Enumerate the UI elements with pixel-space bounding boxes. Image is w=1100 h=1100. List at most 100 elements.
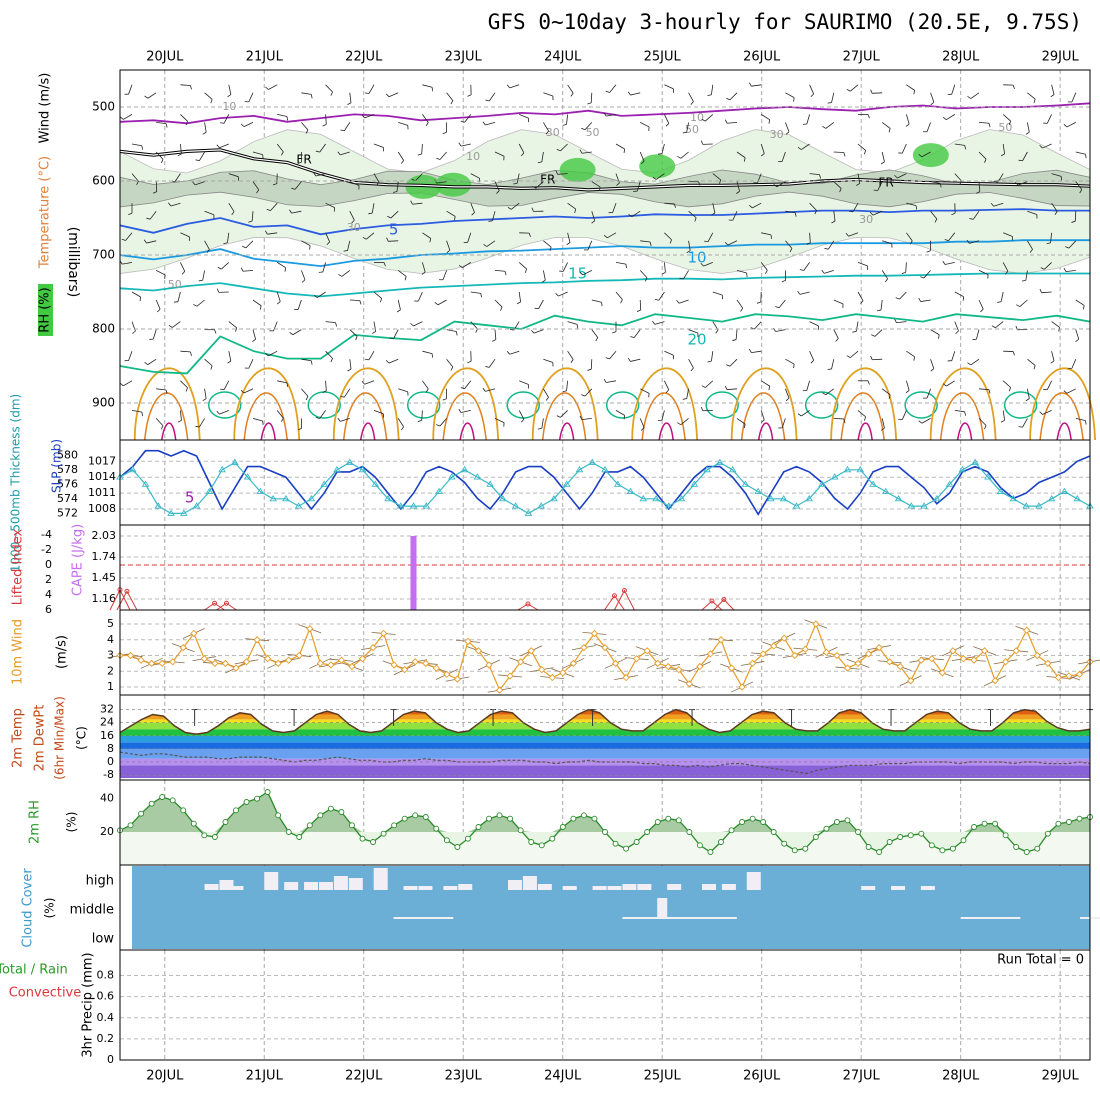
wind10m-speed-marker bbox=[896, 662, 904, 671]
wind-barb bbox=[1044, 262, 1052, 270]
axis-label-millibars: (millibars) bbox=[65, 227, 81, 298]
wind10m-speed-marker bbox=[601, 643, 609, 652]
wind-barb-flag bbox=[393, 191, 398, 193]
wind-barb bbox=[1027, 92, 1036, 100]
wind-barb-flag bbox=[507, 206, 512, 210]
wind-barb bbox=[180, 410, 182, 421]
wind-barb-flag bbox=[997, 301, 1002, 303]
wind-barb bbox=[732, 211, 738, 221]
li-point bbox=[721, 597, 727, 602]
wind10m-speed-marker bbox=[464, 637, 472, 645]
rh2m-marker bbox=[686, 829, 693, 835]
thickness-marker bbox=[396, 502, 405, 509]
wind10m-speed-marker bbox=[147, 659, 156, 668]
wind-barb-flag bbox=[591, 220, 595, 224]
wind10m-speed-marker bbox=[569, 659, 578, 668]
wind-barb-flag bbox=[700, 406, 704, 411]
wind10m-speed-marker bbox=[527, 647, 535, 655]
thickness-marker bbox=[422, 502, 431, 509]
wind-barb-flag bbox=[531, 207, 534, 212]
wind-barb-flag bbox=[810, 93, 814, 98]
rh2m-marker bbox=[823, 825, 830, 832]
wind-barb-flag bbox=[173, 301, 179, 303]
wind-barb-flag bbox=[601, 302, 603, 307]
contour-label: 50 bbox=[998, 121, 1012, 134]
wind-barb bbox=[180, 114, 188, 122]
wind-barb bbox=[398, 122, 408, 126]
wind-barb bbox=[1022, 418, 1028, 428]
thickness-marker bbox=[243, 473, 252, 480]
slp-tick: 1011 bbox=[88, 486, 116, 499]
wind-barb bbox=[268, 350, 278, 357]
axis-label-lifted-index: Lifted Index bbox=[11, 528, 26, 605]
wind10m-speed-marker bbox=[580, 643, 588, 652]
wind-barb bbox=[488, 358, 496, 368]
wind-barb bbox=[437, 299, 447, 306]
cloud-level-label: middle bbox=[70, 903, 114, 918]
wind10m-speed-marker bbox=[232, 664, 240, 672]
wind10m-speed-marker bbox=[495, 686, 504, 694]
wind-barb bbox=[397, 270, 407, 277]
thickness-marker bbox=[613, 480, 622, 487]
wind-barb bbox=[664, 232, 672, 241]
wind-barb-flag bbox=[291, 187, 296, 190]
thickness-marker bbox=[792, 502, 801, 509]
wind-barb bbox=[882, 240, 892, 245]
wind-barb bbox=[243, 122, 254, 127]
wind-barb-flag bbox=[165, 389, 168, 394]
wind-barb bbox=[149, 210, 157, 220]
wind10m-speed-marker bbox=[643, 647, 651, 655]
wind-barb bbox=[180, 262, 186, 272]
isotherm-30 bbox=[1039, 392, 1084, 441]
wind-barb-flag bbox=[351, 219, 355, 224]
date-label-top: 27JUL bbox=[843, 50, 881, 65]
wind-barb bbox=[543, 240, 552, 248]
wind10m-speed-marker bbox=[1033, 651, 1041, 660]
rh2m-marker bbox=[644, 829, 651, 835]
isotherm-freezing-inner bbox=[119, 149, 1091, 191]
wind-barb-flag bbox=[483, 243, 488, 247]
thickness-marker bbox=[894, 494, 903, 502]
rh2m-marker bbox=[359, 835, 366, 842]
wind-barb bbox=[857, 291, 864, 301]
wind10m-speed-marker bbox=[738, 683, 746, 691]
wind-barb-flag bbox=[654, 299, 659, 301]
wind-barb-flag bbox=[749, 204, 753, 209]
wind-barb bbox=[252, 299, 262, 307]
rh2m-marker bbox=[285, 829, 292, 835]
wind-barb-flag bbox=[951, 212, 956, 216]
wind-barb bbox=[857, 173, 861, 184]
rh2m-marker bbox=[612, 840, 619, 847]
rh-tick: 40 bbox=[100, 792, 114, 805]
wind-barb bbox=[850, 84, 859, 92]
wind10m-speed-marker bbox=[221, 659, 230, 668]
wind-barb bbox=[533, 329, 544, 334]
rh2m-marker bbox=[812, 834, 819, 840]
wind-barb bbox=[775, 329, 786, 332]
wind-barb bbox=[422, 380, 429, 390]
isotherm-35 bbox=[857, 422, 873, 441]
wind-barb-flag bbox=[1054, 211, 1058, 216]
wind-barb-flag bbox=[480, 293, 483, 298]
wind-barb bbox=[268, 84, 278, 90]
wind-barb bbox=[1075, 299, 1085, 306]
isotherm-25 bbox=[432, 367, 500, 441]
wind-barb bbox=[252, 418, 263, 422]
wind-barb bbox=[881, 151, 885, 162]
wind-barb bbox=[899, 291, 907, 300]
wind10m-speed-marker bbox=[717, 636, 725, 644]
wind-barb-flag bbox=[1029, 249, 1033, 253]
wind10m-speed-marker bbox=[991, 677, 999, 685]
wind-barb bbox=[606, 380, 617, 383]
rh2m-marker bbox=[254, 795, 261, 802]
wind-barb-flag bbox=[682, 398, 687, 400]
rh2m-marker bbox=[602, 829, 608, 835]
thickness-marker bbox=[486, 480, 494, 487]
wind-barb-flag bbox=[482, 121, 486, 126]
wind-barb bbox=[488, 92, 496, 102]
li-line bbox=[713, 598, 735, 611]
thickness-marker bbox=[1073, 494, 1082, 502]
wind-barb bbox=[1051, 351, 1055, 361]
wind-barb bbox=[881, 388, 891, 396]
li-line bbox=[701, 600, 723, 611]
